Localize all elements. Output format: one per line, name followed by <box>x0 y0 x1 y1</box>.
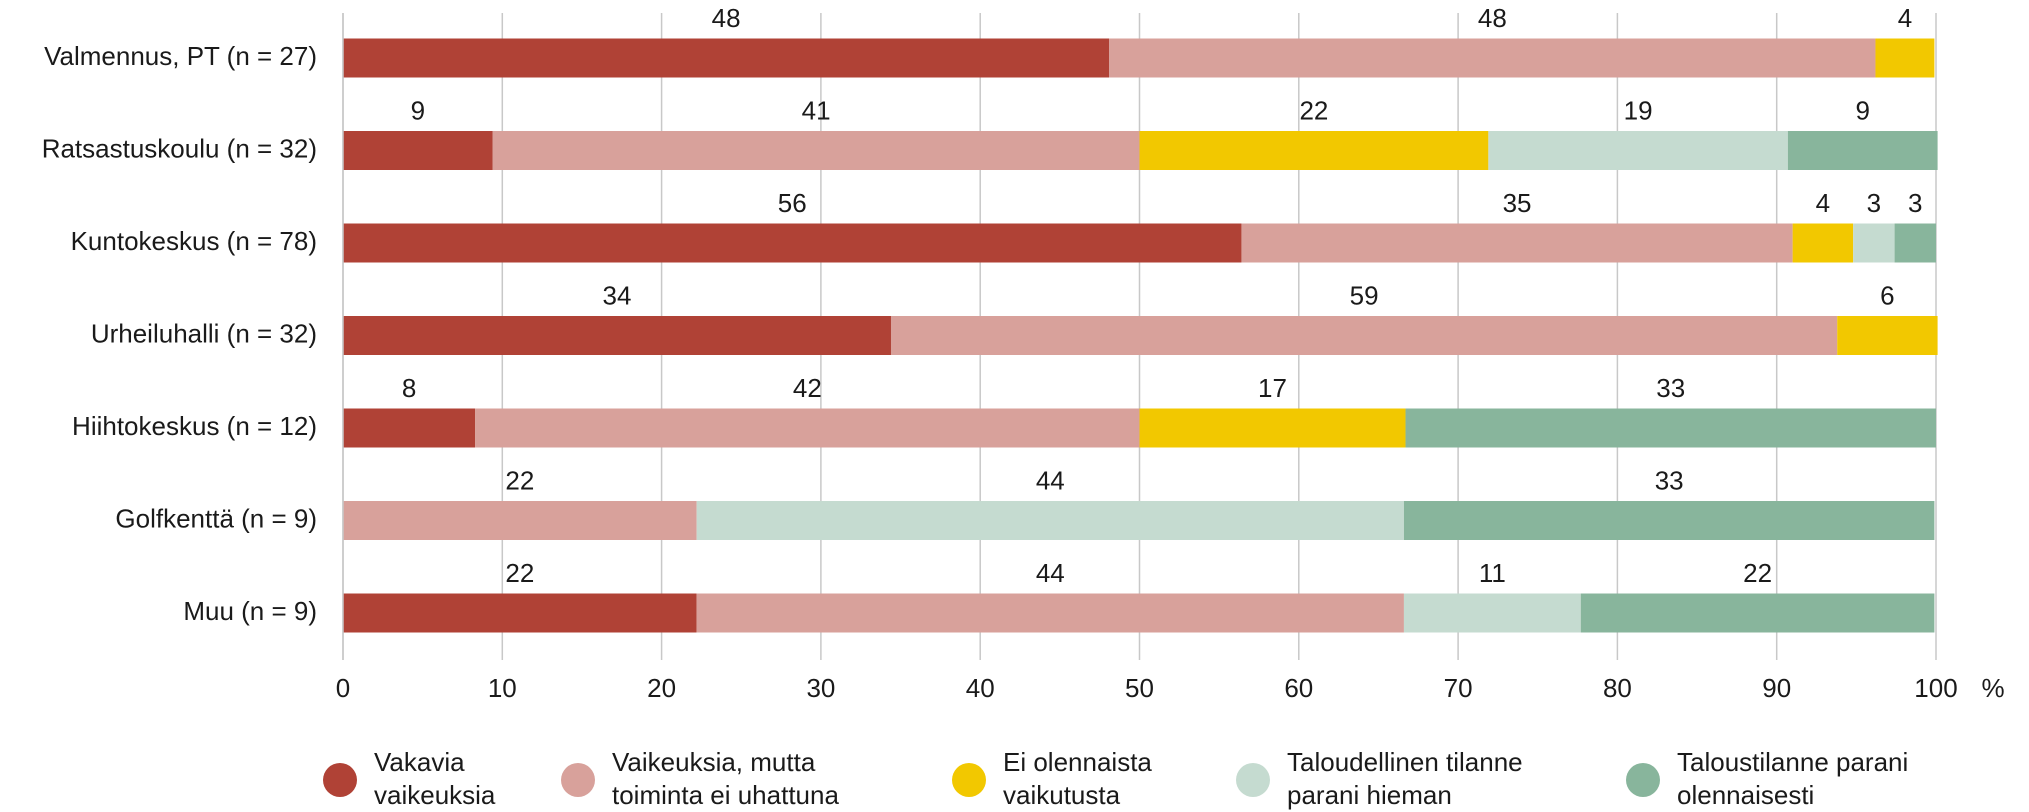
legend-label-line: parani hieman <box>1287 780 1452 810</box>
data-label: 33 <box>1656 373 1685 403</box>
legend-marker <box>561 763 595 797</box>
data-label: 48 <box>1478 3 1507 33</box>
x-tick-label: 0 <box>336 673 350 703</box>
x-axis-unit: % <box>1981 673 2004 703</box>
legend-label: Taloudellinen tilanne parani hieman <box>1287 747 1523 810</box>
x-tick-label: 90 <box>1762 673 1791 703</box>
x-tick-label: 30 <box>806 673 835 703</box>
legend-label-line: Vaikeuksia, mutta <box>612 747 816 777</box>
legend-label: Vakavia vaikeuksia <box>374 747 496 810</box>
bar-segment <box>343 501 697 540</box>
bar-segment <box>343 408 476 448</box>
bar-segment <box>1405 408 1936 448</box>
x-tick-label: 10 <box>488 673 517 703</box>
y-tick-label: Muu (n = 9) <box>183 596 317 626</box>
data-label: 4 <box>1816 188 1830 218</box>
data-label: 22 <box>1743 558 1772 588</box>
x-tick-label: 50 <box>1125 673 1154 703</box>
bar-segment <box>343 593 697 633</box>
legend-label-line: Vakavia <box>374 747 465 777</box>
data-label: 17 <box>1258 373 1287 403</box>
data-label: 22 <box>505 558 534 588</box>
data-label: 48 <box>712 3 741 33</box>
legend-label: Vaikeuksia, mutta toiminta ei uhattuna <box>612 747 839 810</box>
data-label: 3 <box>1867 188 1881 218</box>
legend-label-line: Taloustilanne parani <box>1677 747 1908 777</box>
legend-label-line: vaikeuksia <box>374 780 496 810</box>
data-label: 44 <box>1036 558 1065 588</box>
data-label: 9 <box>411 95 425 125</box>
legend-marker <box>1236 763 1270 797</box>
data-label: 56 <box>778 188 807 218</box>
y-tick-label: Kuntokeskus (n = 78) <box>71 226 317 256</box>
bar-segment <box>696 593 1404 633</box>
data-label: 42 <box>793 373 822 403</box>
data-label: 33 <box>1655 465 1684 495</box>
legend-label-line: Taloudellinen tilanne <box>1287 747 1523 777</box>
legend-marker <box>1626 763 1660 797</box>
bar-segment <box>343 38 1110 78</box>
x-tick-label: 100 <box>1914 673 1957 703</box>
bar-segment <box>1139 408 1406 448</box>
legend-label: Ei olennaista vaikutusta <box>1003 747 1152 810</box>
x-tick-label: 70 <box>1444 673 1473 703</box>
y-tick-label: Urheiluhalli (n = 32) <box>91 318 317 348</box>
legend-label-line: Ei olennaista <box>1003 747 1152 777</box>
legend-marker <box>323 763 357 797</box>
bar-segment <box>1787 131 1938 170</box>
data-label: 3 <box>1908 188 1922 218</box>
legend-label-line: toiminta ei uhattuna <box>612 780 839 810</box>
data-label: 4 <box>1898 3 1912 33</box>
y-tick-label: Ratsastuskoulu (n = 32) <box>42 133 317 163</box>
bar-segment <box>475 408 1140 448</box>
data-label: 8 <box>402 373 416 403</box>
bar-segment <box>492 131 1140 170</box>
data-label: 59 <box>1350 280 1379 310</box>
x-tick-label: 40 <box>966 673 995 703</box>
data-label: 19 <box>1624 95 1653 125</box>
legend-label-line: olennaisesti <box>1677 780 1814 810</box>
data-label: 35 <box>1503 188 1532 218</box>
x-tick-label: 80 <box>1603 673 1632 703</box>
data-label: 11 <box>1479 558 1506 588</box>
bar-segment <box>1241 223 1793 263</box>
bar-segment <box>343 316 891 355</box>
bar-segment <box>890 316 1838 355</box>
bar-segment <box>1139 131 1489 170</box>
data-label: 44 <box>1036 465 1065 495</box>
data-label: 22 <box>505 465 534 495</box>
bar-segment <box>1792 223 1854 263</box>
legend-label-line: vaikutusta <box>1003 780 1121 810</box>
bar-segment <box>1488 131 1788 170</box>
bar-segment <box>1403 501 1935 540</box>
bar-segment <box>1580 593 1935 633</box>
data-label: 34 <box>603 280 632 310</box>
data-label: 22 <box>1299 95 1328 125</box>
data-label: 41 <box>802 95 831 125</box>
legend-label: Taloustilanne parani olennaisesti <box>1677 747 1908 810</box>
y-tick-label: Valmennus, PT (n = 27) <box>44 41 317 71</box>
data-label: 6 <box>1880 280 1894 310</box>
bar-segment <box>696 501 1404 540</box>
x-tick-label: 20 <box>647 673 676 703</box>
bar-segment <box>1837 316 1938 355</box>
bar-segment <box>343 223 1242 263</box>
bar-segment <box>343 131 493 170</box>
bar-segment <box>1853 223 1895 263</box>
bar-segment <box>1894 223 1936 263</box>
x-tick-label: 60 <box>1284 673 1313 703</box>
data-label: 9 <box>1855 95 1869 125</box>
bar-segment <box>1403 593 1581 633</box>
y-tick-label: Golfkenttä (n = 9) <box>115 503 317 533</box>
legend-marker <box>952 763 986 797</box>
y-tick-label: Hiihtokeskus (n = 12) <box>72 411 317 441</box>
bar-segment <box>1109 38 1876 78</box>
bar-segment <box>1875 38 1935 78</box>
